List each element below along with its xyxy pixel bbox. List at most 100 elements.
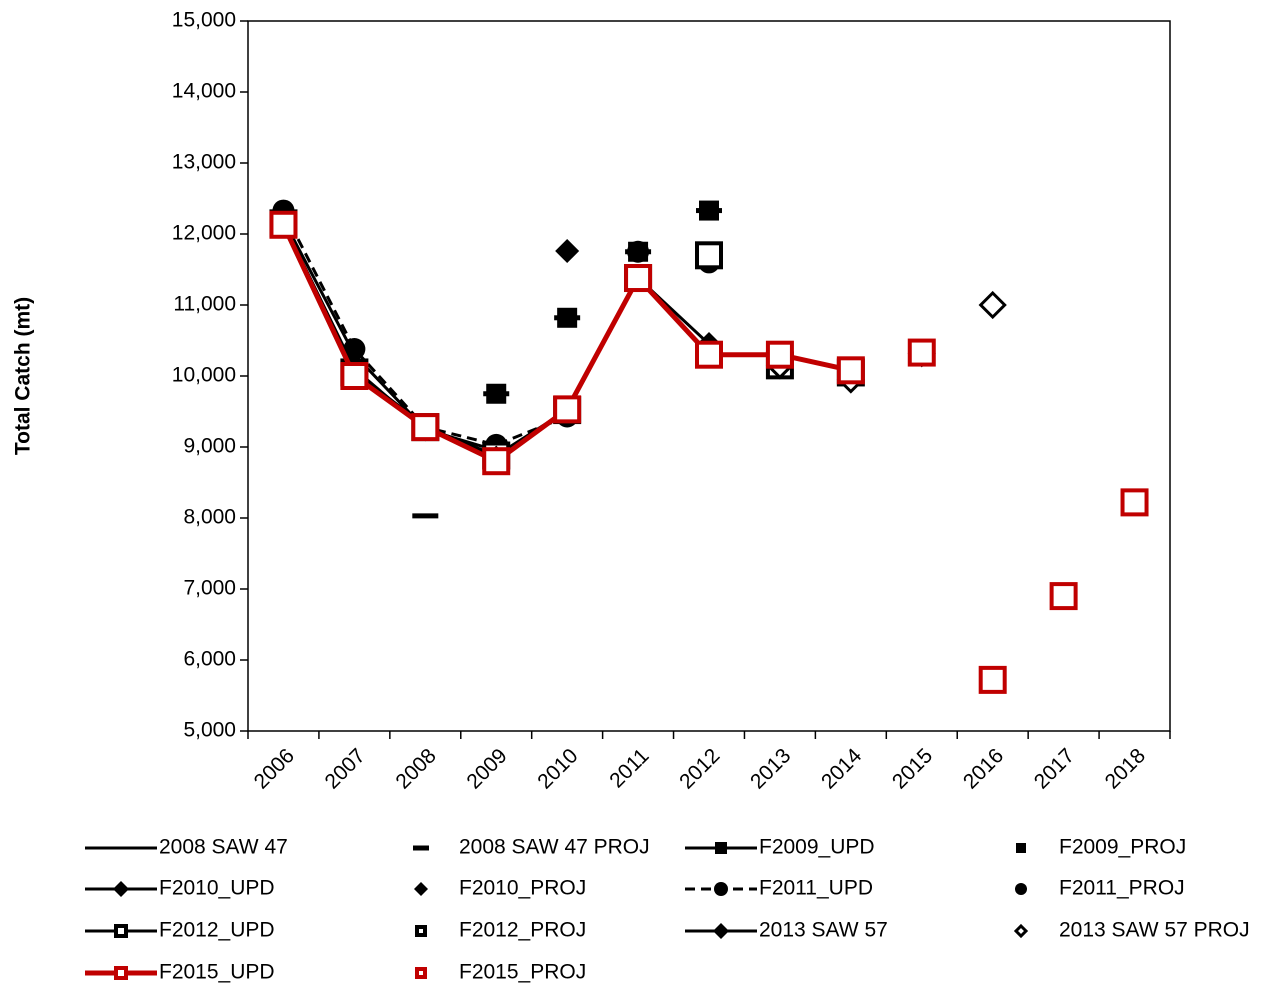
legend-label: F2009_UPD bbox=[759, 836, 875, 859]
marker bbox=[1016, 843, 1026, 853]
y-tick-label: 15,000 bbox=[172, 9, 236, 32]
marker bbox=[978, 665, 1007, 694]
marker bbox=[713, 923, 729, 939]
y-tick-label: 14,000 bbox=[172, 80, 236, 103]
marker bbox=[114, 966, 128, 980]
marker bbox=[624, 264, 653, 293]
legend-item: F2010_UPD bbox=[85, 877, 275, 900]
marker bbox=[553, 395, 582, 424]
legend-label: F2015_UPD bbox=[159, 961, 275, 984]
legend-item: F2012_UPD bbox=[85, 919, 275, 942]
legend-label: F2015_PROJ bbox=[459, 961, 586, 984]
marker bbox=[715, 842, 727, 854]
marker bbox=[907, 338, 936, 367]
legend-item: 2013 SAW 57 PROJ bbox=[1013, 919, 1250, 942]
legend-label: F2012_PROJ bbox=[459, 919, 586, 942]
marker bbox=[343, 338, 366, 361]
marker bbox=[699, 200, 719, 221]
x-tick-label: 2010 bbox=[533, 744, 582, 793]
x-tick-label: 2014 bbox=[817, 744, 867, 794]
series bbox=[765, 290, 1007, 394]
legend-label: 2013 SAW 57 bbox=[759, 919, 888, 942]
series-line bbox=[282, 222, 497, 452]
marker bbox=[114, 924, 128, 938]
legend-label: 2013 SAW 57 PROJ bbox=[1059, 919, 1250, 942]
x-tick-label: 2011 bbox=[605, 744, 653, 792]
legend-item: F2009_PROJ bbox=[1016, 836, 1186, 859]
marker bbox=[413, 845, 429, 851]
x-tick-label: 2012 bbox=[675, 744, 724, 793]
marker bbox=[1049, 582, 1078, 611]
legend-label: F2010_UPD bbox=[159, 877, 275, 900]
marker bbox=[978, 290, 1007, 320]
x-tick-label: 2017 bbox=[1030, 744, 1079, 793]
marker bbox=[765, 340, 794, 369]
series bbox=[282, 219, 427, 431]
marker bbox=[414, 882, 428, 896]
legend-label: F2012_UPD bbox=[159, 919, 275, 942]
y-tick-label: 13,000 bbox=[172, 151, 236, 174]
legend-label: F2010_PROJ bbox=[459, 877, 586, 900]
marker bbox=[557, 307, 578, 328]
legend-item: F2015_UPD bbox=[85, 961, 275, 984]
marker bbox=[627, 240, 650, 263]
plot-area bbox=[247, 20, 1171, 732]
legend-item: 2008 SAW 47 bbox=[85, 836, 288, 859]
legend-label: F2011_UPD bbox=[759, 877, 873, 900]
legend-item: 2013 SAW 57 bbox=[685, 919, 888, 942]
y-tick-label: 7,000 bbox=[183, 577, 236, 600]
marker bbox=[1015, 883, 1027, 895]
y-tick-label: 6,000 bbox=[183, 648, 236, 671]
marker bbox=[269, 210, 298, 239]
y-tick-label: 12,000 bbox=[172, 222, 236, 245]
y-tick-label: 9,000 bbox=[183, 435, 236, 458]
series bbox=[269, 210, 865, 476]
marker bbox=[695, 241, 723, 270]
marker bbox=[415, 925, 427, 937]
series bbox=[271, 211, 509, 463]
marker bbox=[1120, 488, 1149, 517]
legend-label: F2009_PROJ bbox=[1059, 836, 1186, 859]
legend-item: F2011_UPD bbox=[685, 877, 873, 900]
x-tick-label: 2015 bbox=[888, 744, 937, 793]
marker bbox=[411, 413, 440, 442]
legend-item: F2009_UPD bbox=[685, 836, 875, 859]
x-tick-label: 2007 bbox=[321, 744, 370, 793]
marker bbox=[482, 447, 511, 476]
marker bbox=[714, 882, 728, 896]
series-line bbox=[282, 209, 568, 447]
y-tick-label: 11,000 bbox=[173, 293, 236, 316]
x-tick-label: 2013 bbox=[746, 744, 795, 793]
x-tick-label: 2006 bbox=[250, 744, 299, 793]
marker bbox=[1013, 923, 1029, 939]
legend-item: F2011_PROJ bbox=[1015, 877, 1185, 900]
legend-item: F2010_PROJ bbox=[414, 877, 586, 900]
marker bbox=[412, 513, 439, 519]
x-tick-label: 2016 bbox=[959, 744, 1008, 793]
marker bbox=[695, 340, 723, 369]
y-tick-label: 10,000 bbox=[172, 364, 236, 387]
x-tick-label: 2009 bbox=[462, 744, 511, 793]
y-tick-label: 5,000 bbox=[183, 719, 236, 742]
legend-item: 2008 SAW 47 PROJ bbox=[413, 836, 650, 859]
marker bbox=[486, 383, 507, 404]
legend-item: F2015_PROJ bbox=[415, 961, 586, 984]
series bbox=[486, 200, 719, 404]
y-tick-label: 8,000 bbox=[183, 506, 236, 529]
legend-label: 2008 SAW 47 bbox=[159, 836, 288, 859]
x-tick-label: 2008 bbox=[391, 744, 440, 793]
marker bbox=[113, 881, 129, 897]
marker bbox=[415, 967, 427, 979]
x-tick-label: 2018 bbox=[1101, 744, 1150, 793]
legend-label: F2011_PROJ bbox=[1059, 877, 1185, 900]
legend-item: F2012_PROJ bbox=[415, 919, 586, 942]
marker bbox=[555, 239, 580, 264]
y-axis-title: Total Catch (mt) bbox=[12, 297, 35, 455]
legend-label: 2008 SAW 47 PROJ bbox=[459, 836, 650, 859]
series-line bbox=[282, 219, 427, 431]
series bbox=[269, 209, 653, 470]
marker bbox=[340, 362, 369, 390]
series bbox=[907, 338, 1149, 694]
marker bbox=[836, 356, 865, 385]
